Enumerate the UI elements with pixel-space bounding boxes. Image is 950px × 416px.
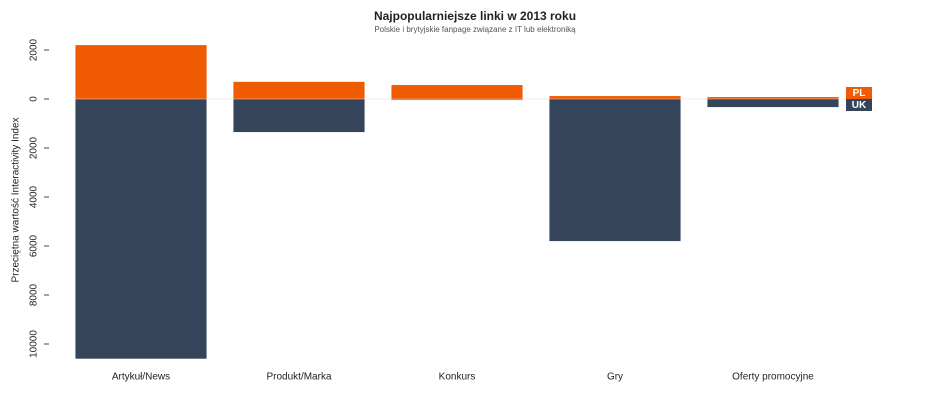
y-tick-label: 4000 xyxy=(29,185,40,208)
legend-label: PL xyxy=(853,88,866,99)
bar xyxy=(233,99,365,133)
bar xyxy=(707,97,839,99)
bar xyxy=(75,45,207,99)
legend-swatch xyxy=(846,87,872,99)
y-tick-label: 0 xyxy=(29,96,40,102)
bar xyxy=(75,99,207,359)
legend-label: UK xyxy=(852,100,867,111)
y-tick-label: 10000 xyxy=(29,330,40,358)
y-tick-label: 2000 xyxy=(29,136,40,159)
y-tick-label: 2000 xyxy=(29,38,40,61)
y-axis-title: Przeciętna wartość Interactivity Index xyxy=(11,117,22,282)
x-tick-label: Artykuł/News xyxy=(112,372,170,383)
bar xyxy=(549,96,681,99)
y-tick-label: 6000 xyxy=(29,234,40,257)
bar xyxy=(391,85,523,99)
bar xyxy=(549,99,681,242)
x-tick-label: Produkt/Marka xyxy=(266,372,331,383)
chart-title: Najpopularniejsze linki w 2013 roku xyxy=(374,9,576,23)
bar xyxy=(707,99,839,108)
bar xyxy=(233,81,365,99)
x-tick-label: Gry xyxy=(607,372,623,383)
bar xyxy=(391,99,523,100)
x-tick-label: Konkurs xyxy=(439,372,476,383)
chart-subtitle: Polskie i brytyjskie fanpage związane z … xyxy=(374,25,576,34)
x-tick-label: Oferty promocyjne xyxy=(732,372,814,383)
legend-swatch xyxy=(846,99,872,111)
y-tick-label: 8000 xyxy=(29,283,40,306)
